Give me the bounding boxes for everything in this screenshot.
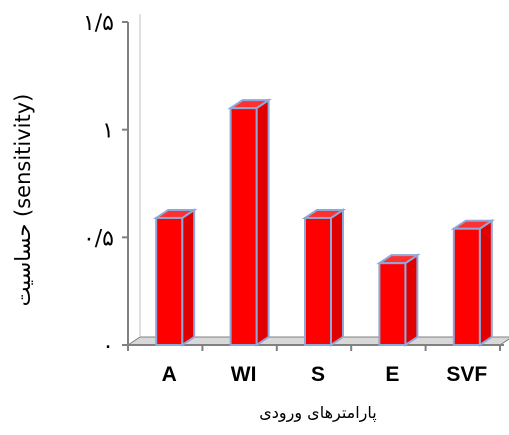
x-tick-label: WI xyxy=(231,363,257,386)
bar-side xyxy=(255,98,270,347)
y-ticks: ٠ ٠/۵ ١ ١/۵ xyxy=(83,11,128,359)
bar-front xyxy=(452,227,481,346)
bar xyxy=(301,208,347,347)
bar xyxy=(376,253,421,347)
y-tick-label: ١/۵ xyxy=(83,11,114,36)
y-tick-label: ٠/۵ xyxy=(83,226,114,251)
y-tick-label: ٠ xyxy=(102,334,114,359)
bars xyxy=(152,98,496,347)
x-tick-label: S xyxy=(311,363,325,386)
bar-front xyxy=(304,216,332,347)
y-axis-label: حساسیت (sensitivity) xyxy=(11,94,35,307)
bar-side xyxy=(330,208,344,347)
bar-side xyxy=(404,253,419,347)
y-tick-label: ١ xyxy=(102,119,114,144)
bar-front xyxy=(155,216,184,347)
bar xyxy=(227,98,272,347)
x-tick-label: E xyxy=(385,363,399,386)
x-tick-label: A xyxy=(162,363,177,386)
bar-side xyxy=(181,208,196,347)
bar xyxy=(152,208,198,347)
bar xyxy=(450,218,496,347)
bar-front xyxy=(378,262,407,347)
bar-side xyxy=(478,218,493,347)
x-tick-label: SVF xyxy=(446,363,487,386)
x-axis-label: پارامترهای ورودی xyxy=(259,403,376,423)
x-ticks: A WI S E SVF xyxy=(127,345,501,386)
bar-front xyxy=(229,107,258,346)
